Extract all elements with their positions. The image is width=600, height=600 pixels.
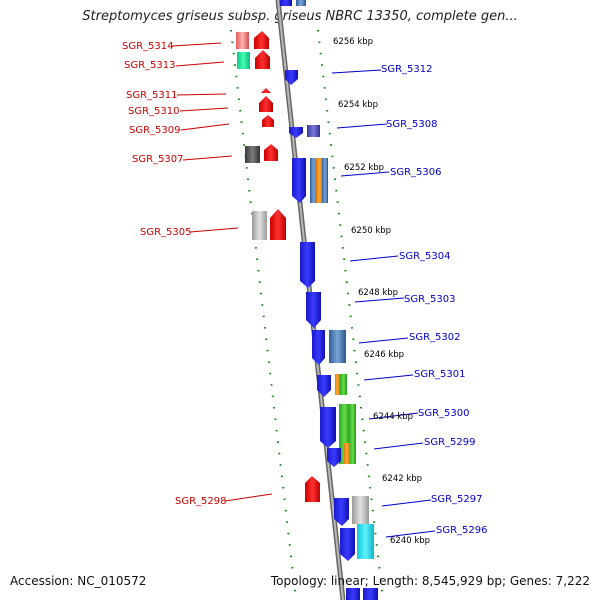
gene-SGR_5311[interactable] [261,88,271,93]
gene-SGR_5312-top-fragment[interactable] [280,0,306,6]
label-SGR_5298[interactable]: SGR_5298 [175,496,227,507]
label-SGR_5307[interactable]: SGR_5307 [132,154,184,165]
scale-label-6246: 6246 kbp [364,350,404,360]
label-SGR_5306[interactable]: SGR_5306 [390,167,442,178]
genome-summary-text: Topology: linear; Length: 8,545,929 bp; … [270,574,590,588]
scale-label-6256: 6256 kbp [333,37,373,47]
scale-label-6240: 6240 kbp [390,536,430,546]
scale-track-left [230,29,297,600]
gene-SGR_5303[interactable] [306,292,321,328]
scale-label-6244: 6244 kbp [373,412,413,422]
label-SGR_5297[interactable]: SGR_5297 [431,494,483,505]
gene-SGR_5308[interactable] [289,125,320,138]
label-SGR_5313[interactable]: SGR_5313 [124,60,176,71]
scale-label-6252: 6252 kbp [344,163,384,173]
scale-label-6254: 6254 kbp [338,100,378,110]
label-SGR_5308[interactable]: SGR_5308 [386,119,438,130]
label-SGR_5302[interactable]: SGR_5302 [409,332,461,343]
gene-SGR_5306[interactable] [292,158,328,203]
gene-SGR_5305[interactable] [252,209,286,240]
scale-track-right [317,29,384,600]
gene-SGR_5304[interactable] [300,242,315,288]
gene-SGR_5307[interactable] [245,144,278,163]
scale-label-6242: 6242 kbp [382,474,422,484]
label-SGR_5303[interactable]: SGR_5303 [404,294,456,305]
gene-SGR_5299[interactable] [327,443,350,467]
gene-bottom-fragment[interactable] [346,588,378,600]
gene-SGR_5314[interactable] [236,31,269,49]
label-SGR_5311[interactable]: SGR_5311 [126,90,178,101]
gene-SGR_5298[interactable] [305,476,320,502]
gene-SGR_5302[interactable] [312,330,346,365]
scale-labels: 6256 kbp 6254 kbp 6252 kbp 6250 kbp 6248… [333,37,430,546]
gene-SGR_5310[interactable] [259,96,273,112]
label-SGR_5299[interactable]: SGR_5299 [424,437,476,448]
gene-SGR_5296[interactable] [340,524,374,561]
label-SGR_5300[interactable]: SGR_5300 [418,408,470,419]
genome-title: Streptomyces griseus subsp. griseus NBRC… [82,9,518,24]
gene-SGR_5297[interactable] [334,496,369,526]
label-SGR_5296[interactable]: SGR_5296 [436,525,488,536]
accession-text: Accession: NC_010572 [10,574,147,588]
label-SGR_5304[interactable]: SGR_5304 [399,251,451,262]
label-SGR_5314[interactable]: SGR_5314 [122,41,174,52]
gene-SGR_5313[interactable] [237,50,270,69]
gene-SGR_5301[interactable] [317,374,347,397]
gene-SGR_5309[interactable] [262,115,274,127]
scale-label-6250: 6250 kbp [351,226,391,236]
label-SGR_5310[interactable]: SGR_5310 [128,106,180,117]
gene-SGR_5312[interactable] [285,70,298,85]
scale-label-6248: 6248 kbp [358,288,398,298]
left-gene-labels: SGR_5314 SGR_5313 SGR_5311 SGR_5310 SGR_… [122,41,273,507]
gene-SGR_5300[interactable] [320,404,356,464]
label-SGR_5312[interactable]: SGR_5312 [381,64,433,75]
right-gene-labels: SGR_5312 SGR_5308 SGR_5306 SGR_5304 SGR_… [331,64,488,538]
label-SGR_5309[interactable]: SGR_5309 [129,125,181,136]
label-SGR_5301[interactable]: SGR_5301 [414,369,466,380]
label-SGR_5305[interactable]: SGR_5305 [140,227,192,238]
